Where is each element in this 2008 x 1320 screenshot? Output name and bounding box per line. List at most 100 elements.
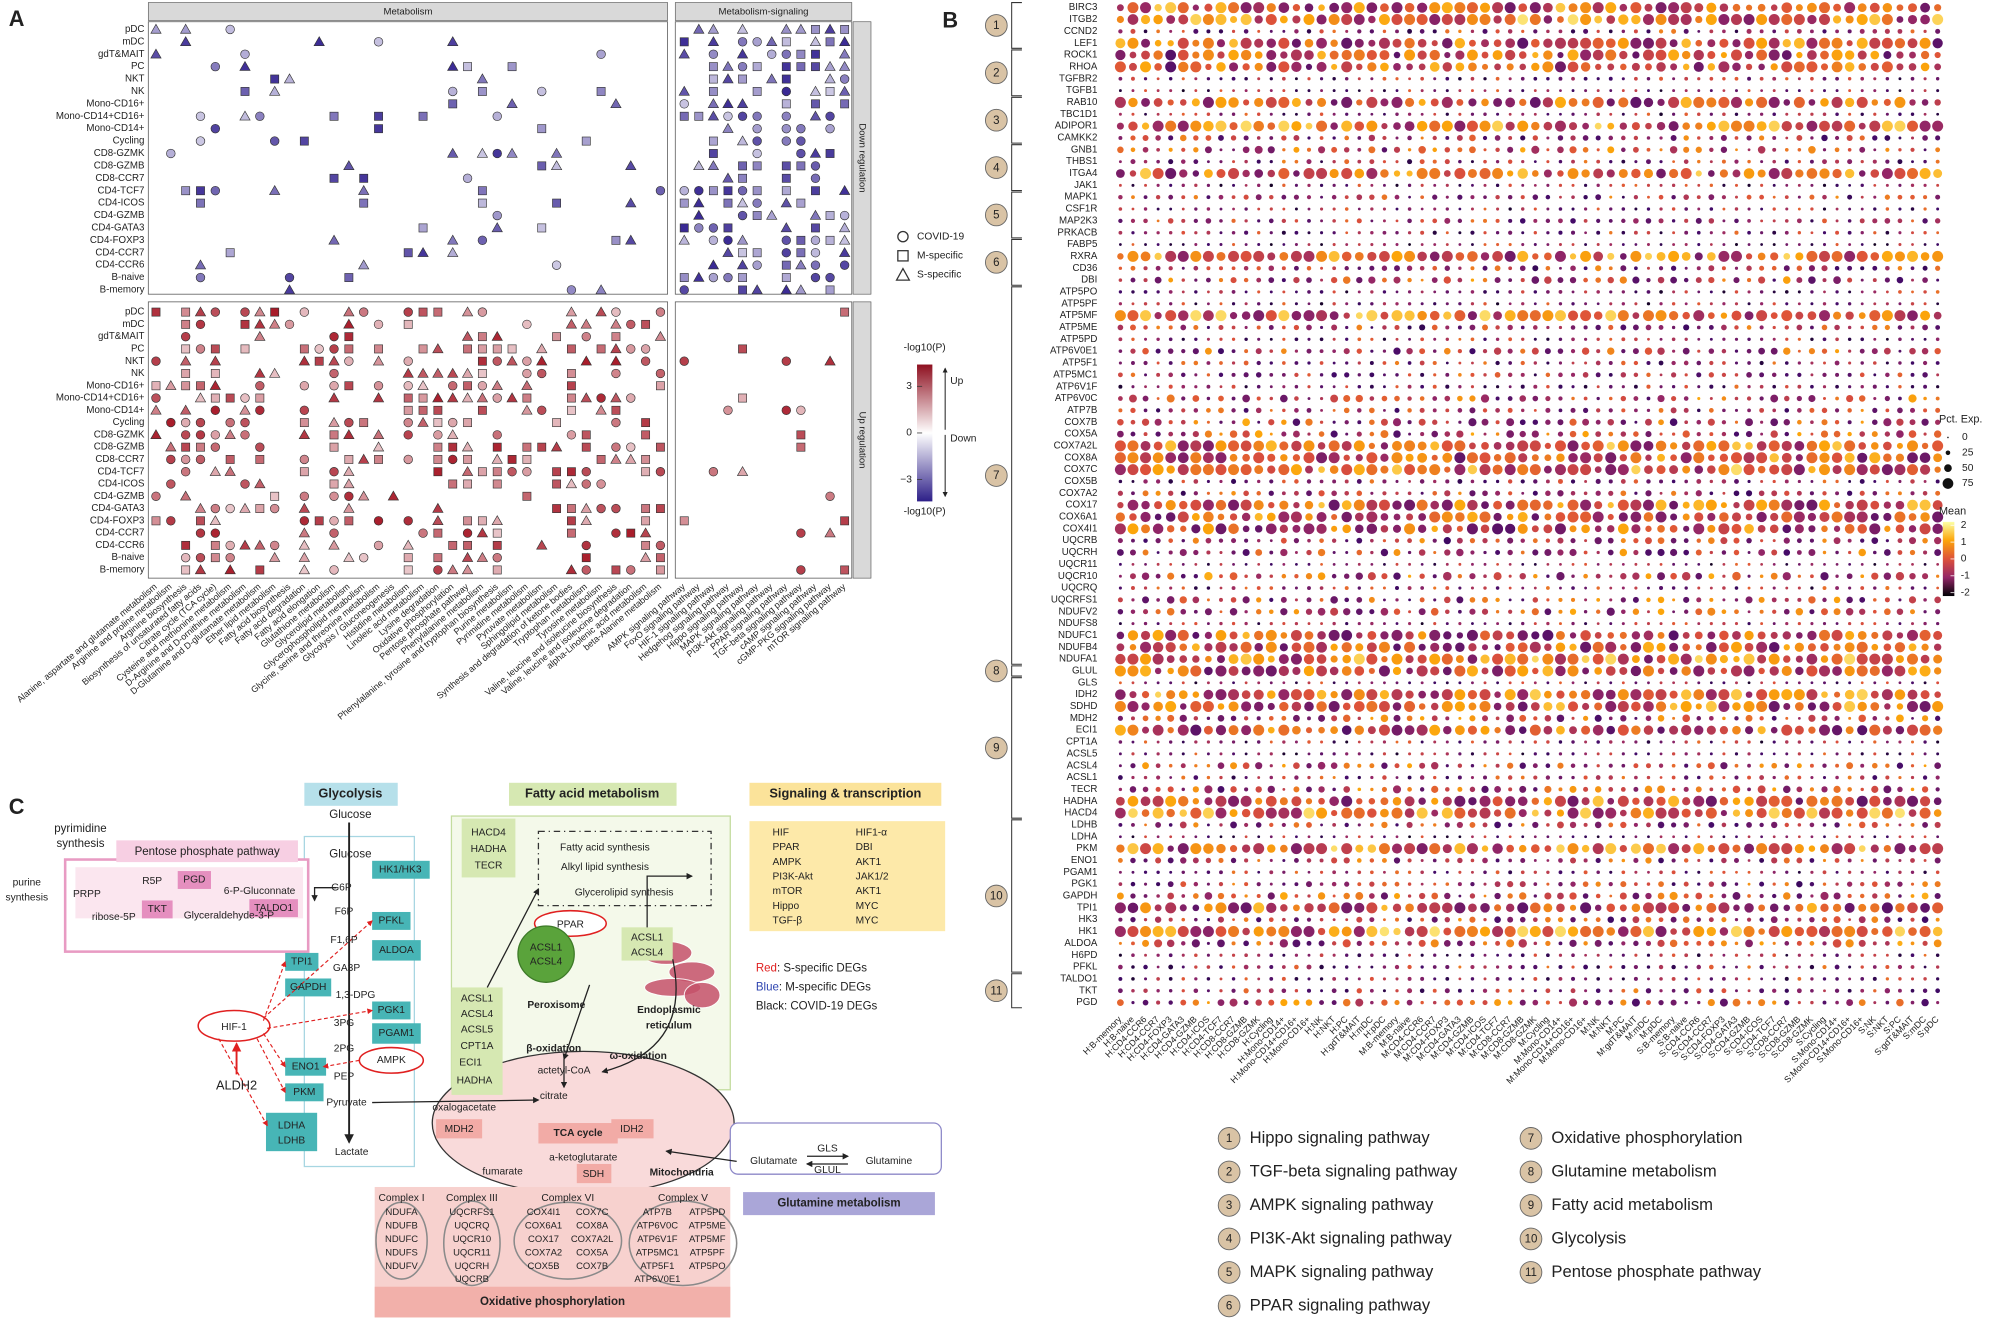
dot xyxy=(1747,408,1751,413)
dot xyxy=(1521,290,1525,294)
dot xyxy=(1609,598,1613,602)
dot xyxy=(1269,432,1273,436)
dot xyxy=(1856,14,1868,26)
dot xyxy=(1470,76,1475,81)
dot xyxy=(1370,349,1374,353)
dot xyxy=(1118,76,1123,81)
dot xyxy=(1720,537,1728,545)
dot xyxy=(1242,453,1250,462)
dot xyxy=(1646,302,1651,306)
dot xyxy=(1556,714,1565,723)
dot xyxy=(1822,218,1827,224)
dot xyxy=(1646,372,1651,378)
dot xyxy=(1307,89,1311,93)
dot xyxy=(1747,551,1751,554)
dot xyxy=(1291,121,1302,132)
gene-label: ATP6V0C xyxy=(1055,393,1098,404)
dot xyxy=(1530,702,1540,711)
dot xyxy=(1165,440,1177,452)
dot xyxy=(1231,478,1237,484)
dot xyxy=(1507,348,1513,354)
dot xyxy=(1908,430,1917,438)
dot xyxy=(1378,724,1390,736)
dot xyxy=(1294,265,1299,271)
dot xyxy=(1630,642,1642,653)
dot xyxy=(1760,539,1764,543)
shape-dot xyxy=(810,161,821,171)
dot xyxy=(1130,609,1136,614)
dot xyxy=(1282,112,1286,116)
dot xyxy=(1229,453,1238,462)
shape-dot xyxy=(596,479,606,489)
dot xyxy=(1797,231,1802,235)
dot xyxy=(1669,524,1678,533)
dot xyxy=(1682,513,1690,521)
dot xyxy=(1481,39,1489,48)
dot xyxy=(1254,465,1264,475)
dot xyxy=(1267,690,1276,699)
dot xyxy=(1556,453,1565,462)
dot xyxy=(1395,622,1399,625)
dot xyxy=(1114,700,1126,712)
shape-dot xyxy=(611,332,621,342)
dot xyxy=(1269,77,1273,81)
dot xyxy=(1168,408,1173,413)
dot xyxy=(1192,596,1200,604)
dot xyxy=(1393,549,1401,556)
dot xyxy=(1707,607,1716,616)
dot xyxy=(1831,49,1843,61)
dot xyxy=(1558,740,1563,744)
dot xyxy=(1936,562,1940,566)
shape-dot xyxy=(736,135,749,146)
dot xyxy=(1177,724,1189,736)
dot xyxy=(1873,681,1877,685)
dot xyxy=(1883,441,1892,451)
dot xyxy=(1404,310,1415,321)
dot xyxy=(1130,265,1136,271)
shape-dot xyxy=(796,136,806,146)
gene-label: UQCR10 xyxy=(1058,571,1098,582)
dot xyxy=(1705,653,1717,665)
dot xyxy=(1935,490,1941,496)
dot xyxy=(1671,302,1676,306)
shape-dot xyxy=(195,111,206,121)
dot xyxy=(1543,701,1553,711)
shape-dot xyxy=(811,223,820,233)
shape-dot xyxy=(225,24,235,35)
dot xyxy=(1645,525,1652,532)
dot xyxy=(1281,715,1287,721)
dot xyxy=(1557,146,1564,154)
dot xyxy=(1670,276,1677,284)
dot xyxy=(1483,550,1487,555)
dot xyxy=(1797,574,1801,578)
dot xyxy=(1898,681,1902,685)
dot xyxy=(1508,266,1513,271)
dot xyxy=(1267,453,1276,462)
dot xyxy=(1621,681,1625,685)
dot xyxy=(1832,441,1842,451)
dot xyxy=(1646,277,1651,283)
dot xyxy=(1131,385,1135,389)
dot xyxy=(1130,28,1136,34)
dot xyxy=(1468,98,1477,107)
dot xyxy=(1393,146,1401,153)
dot xyxy=(1844,700,1856,712)
dot xyxy=(1319,183,1324,187)
dot xyxy=(1908,525,1917,533)
dot xyxy=(1420,491,1424,495)
dot xyxy=(1156,159,1160,164)
dot xyxy=(1870,500,1880,510)
dot xyxy=(1672,598,1676,602)
dot xyxy=(1392,524,1402,533)
shape-dot xyxy=(566,430,577,440)
dot xyxy=(1393,51,1401,59)
shape-dot xyxy=(210,393,220,403)
dot xyxy=(1872,609,1877,614)
dot xyxy=(1844,452,1855,463)
dot xyxy=(1747,337,1751,342)
dot xyxy=(1391,689,1403,701)
dot xyxy=(1772,562,1776,566)
dot xyxy=(1181,266,1185,270)
dot xyxy=(1683,159,1689,164)
dot xyxy=(1140,440,1151,451)
